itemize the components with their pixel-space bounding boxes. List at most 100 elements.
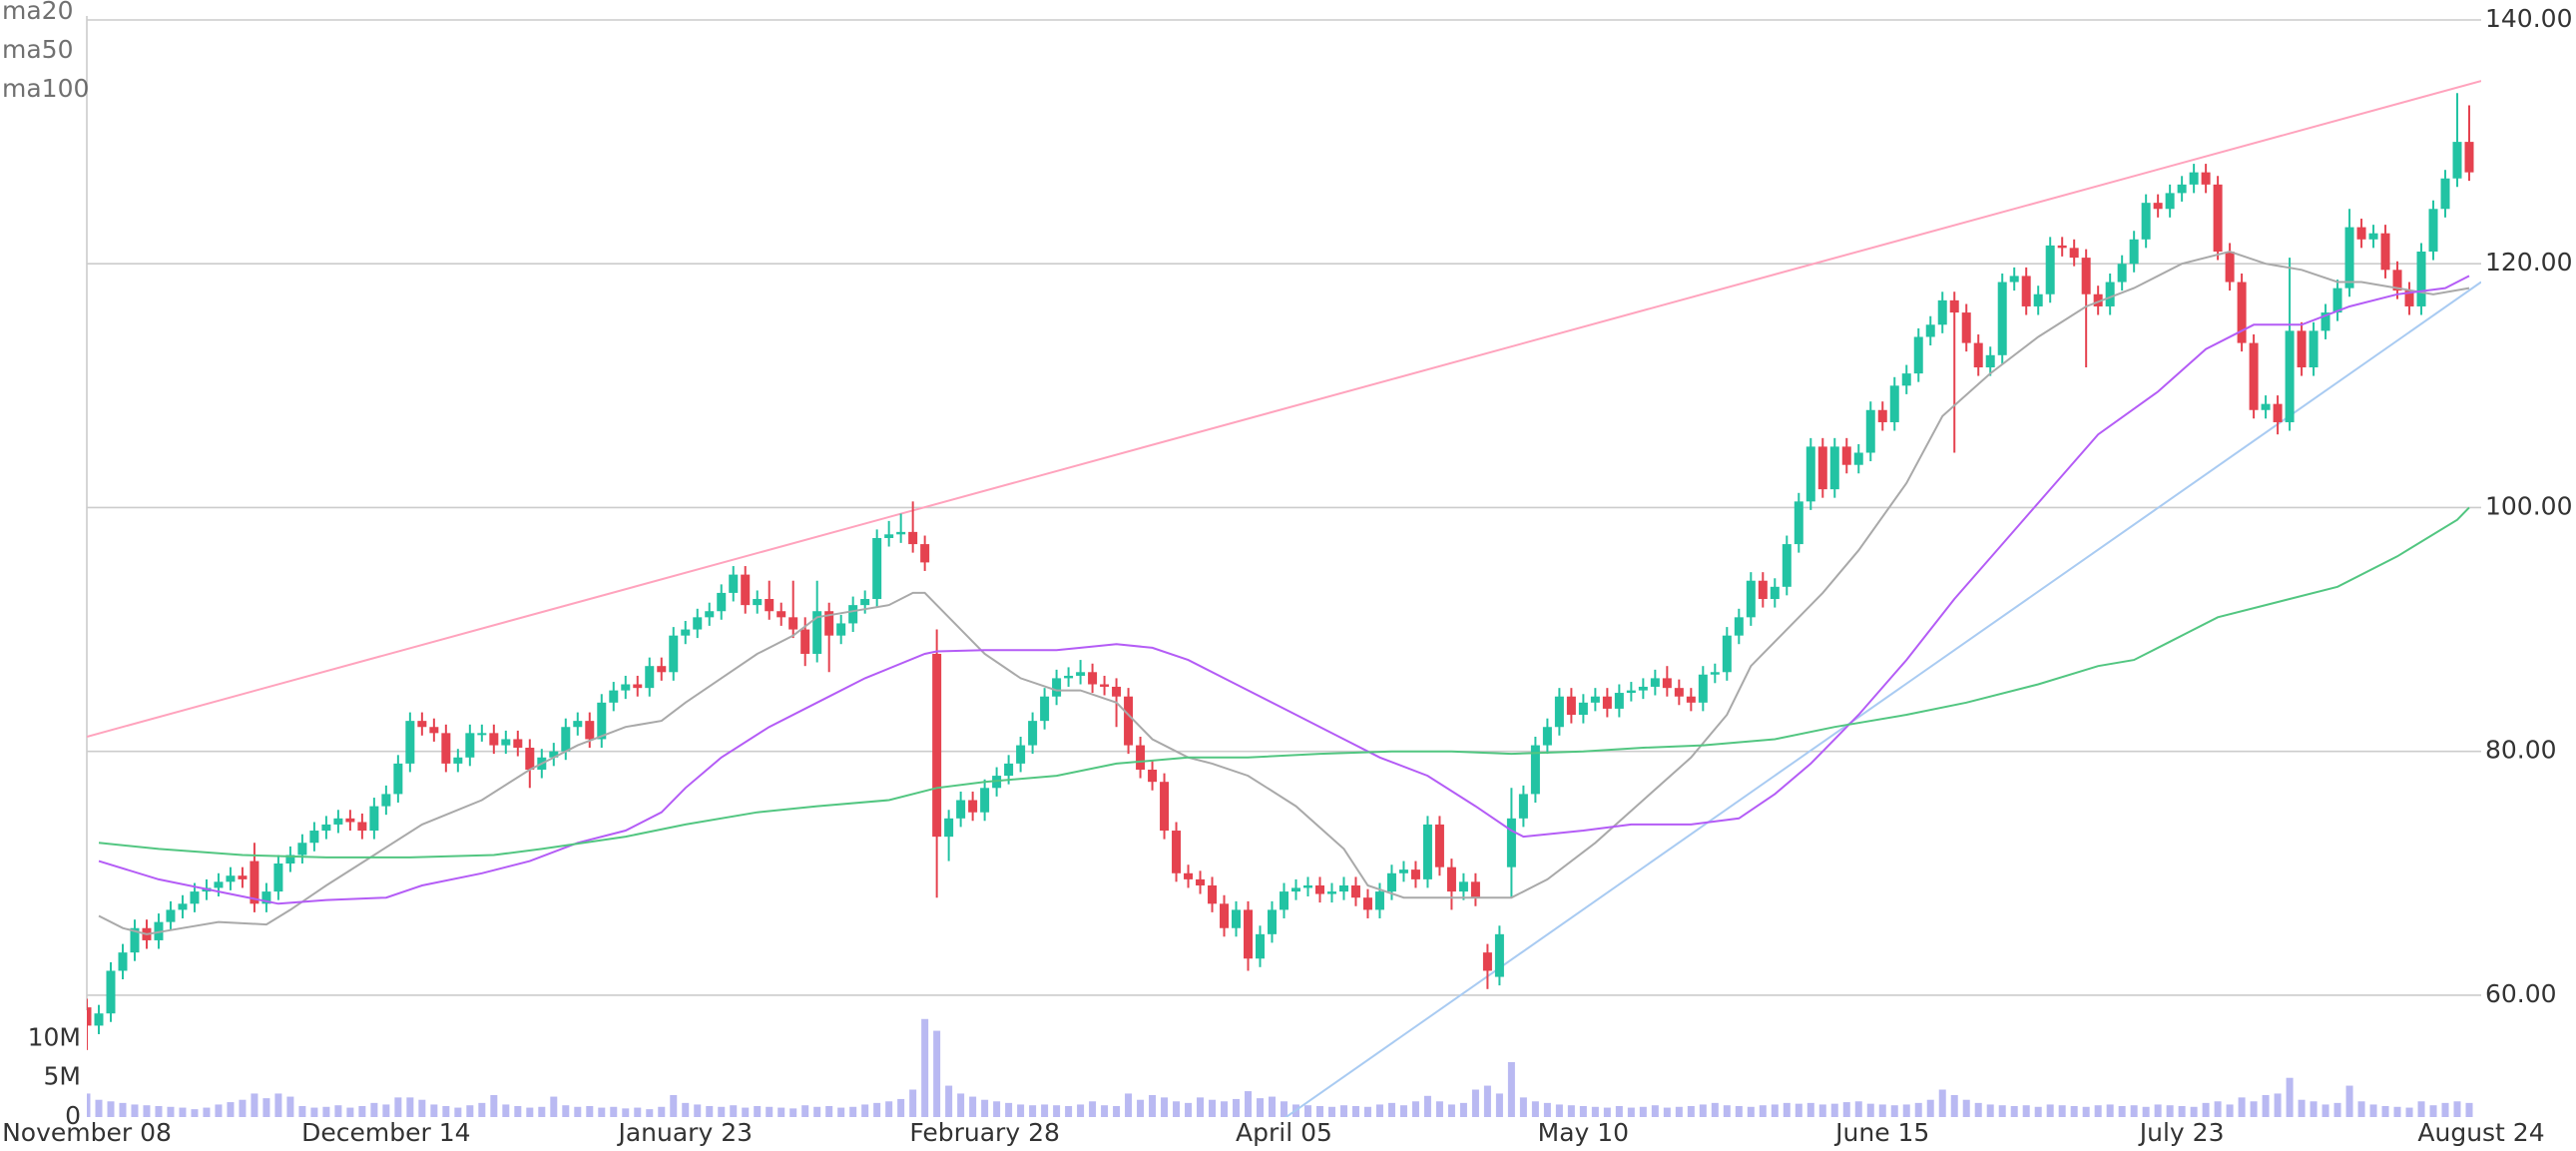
volume-bar — [2094, 1105, 2102, 1117]
candle-body — [2033, 293, 2043, 306]
candle-body — [1220, 903, 1230, 928]
volume-bar — [2429, 1105, 2437, 1117]
candle-body — [2117, 264, 2127, 283]
volume-bar — [1411, 1101, 1419, 1117]
candle-body — [2368, 233, 2378, 240]
candle-body — [1184, 872, 1194, 879]
volume-bar — [1878, 1104, 1886, 1117]
volume-bar — [562, 1105, 570, 1117]
candle-body — [776, 611, 786, 618]
candle-body — [2464, 142, 2474, 173]
volume-bar — [2357, 1101, 2365, 1117]
candle-body — [1877, 409, 1887, 422]
volume-bar — [1017, 1104, 1025, 1117]
volume-bar — [2046, 1104, 2054, 1117]
candle-body — [657, 666, 667, 673]
candle-body — [1148, 769, 1158, 783]
candle-body — [1973, 342, 1983, 368]
candle-body — [1614, 693, 1624, 709]
volume-bar — [1974, 1102, 1982, 1117]
ma-line — [98, 506, 2470, 859]
volume-bar — [1363, 1106, 1371, 1117]
volume-bar — [2274, 1093, 2282, 1117]
candle-body — [836, 623, 846, 636]
volume-bar — [1233, 1098, 1241, 1117]
volume-bar — [1065, 1106, 1073, 1117]
x-tick-label: June 15 — [1833, 1118, 1929, 1147]
candle-body — [2177, 184, 2187, 194]
volume-bar — [2058, 1105, 2066, 1117]
volume-bar — [1950, 1095, 1958, 1117]
candle-body — [2416, 252, 2426, 306]
ma-line — [98, 250, 2470, 935]
candle-body — [1698, 674, 1708, 703]
volume-tick-label: 10M — [28, 1022, 81, 1051]
candle-body — [896, 531, 906, 535]
volume-bar — [1783, 1102, 1791, 1117]
volume-bar — [239, 1099, 247, 1117]
candle-body — [1112, 686, 1122, 697]
candle-body — [87, 1007, 92, 1026]
volume-bar — [382, 1104, 390, 1117]
candle-body — [1172, 831, 1182, 873]
volume-tick-label: 5M — [44, 1062, 81, 1091]
volume-bar — [1315, 1106, 1323, 1117]
y-tick-label: 100.00 — [2485, 491, 2572, 520]
candle-body — [357, 822, 367, 832]
volume-bar — [1423, 1095, 1431, 1117]
volume-bar — [777, 1107, 785, 1117]
candle-body — [693, 617, 703, 630]
volume-bar — [945, 1085, 953, 1117]
candle-body — [1925, 324, 1935, 337]
candle-body — [106, 970, 116, 1014]
candle-body — [381, 794, 391, 807]
volume-bar — [1089, 1101, 1097, 1117]
candle-body — [1446, 866, 1456, 892]
volume-bar — [754, 1106, 762, 1117]
volume-bar — [1507, 1062, 1515, 1117]
candle-body — [920, 544, 930, 563]
y-tick-label: 60.00 — [2485, 979, 2557, 1008]
volume-bar — [969, 1096, 977, 1117]
candle-body — [1386, 872, 1396, 892]
volume-bar — [1579, 1106, 1587, 1117]
volume-bar — [454, 1107, 462, 1117]
x-tick-label: May 10 — [1538, 1118, 1629, 1147]
candle-body — [501, 739, 511, 746]
candle-body — [1518, 794, 1528, 819]
volume-bar — [95, 1099, 103, 1117]
volume-bar — [885, 1101, 893, 1117]
candle-body — [717, 592, 727, 612]
candle-body — [1746, 580, 1756, 618]
volume-bar — [2178, 1106, 2186, 1117]
legend-entry: ma50 — [2, 35, 73, 64]
volume-bar — [1842, 1102, 1850, 1117]
candle-body — [2153, 203, 2163, 210]
volume-bar — [2166, 1105, 2174, 1117]
candle-body — [561, 727, 571, 752]
candle-body — [765, 599, 774, 612]
candle-body — [333, 818, 343, 825]
volume-bar — [322, 1106, 330, 1117]
volume-bar — [1375, 1104, 1383, 1117]
volume-bar — [1281, 1101, 1288, 1117]
volume-bar — [1495, 1093, 1503, 1117]
candle-body — [1088, 672, 1098, 685]
candle-body — [465, 733, 475, 758]
candle-body — [2045, 245, 2055, 294]
volume-bar — [310, 1107, 318, 1117]
candle-body — [1710, 672, 1720, 675]
volume-bar — [1926, 1099, 1934, 1117]
volume-bar — [274, 1093, 282, 1117]
candle-body — [1566, 696, 1576, 716]
volume-bar — [502, 1104, 510, 1117]
x-tick-label: January 23 — [616, 1118, 753, 1147]
trendline — [87, 80, 2481, 738]
volume-bar — [215, 1104, 223, 1117]
candle-body — [250, 861, 259, 904]
volume-bar — [2286, 1077, 2294, 1117]
volume-bar — [2226, 1104, 2234, 1117]
volume-bar — [873, 1102, 881, 1117]
volume-bar — [2298, 1099, 2306, 1117]
volume-bar — [2190, 1106, 2198, 1117]
